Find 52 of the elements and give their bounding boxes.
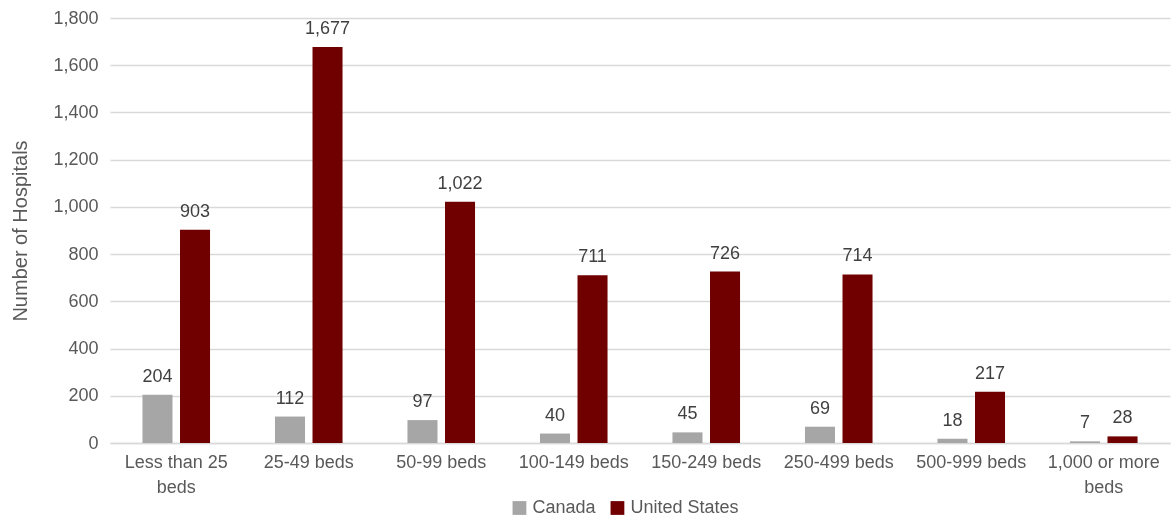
data-label: 903 xyxy=(180,200,211,221)
bar xyxy=(804,426,835,443)
bar xyxy=(1107,436,1138,443)
bar xyxy=(539,433,570,443)
data-label: 112 xyxy=(275,387,305,408)
bar xyxy=(577,275,608,443)
x-tick-label: 150-249 beds xyxy=(651,451,762,472)
bar xyxy=(842,274,873,443)
y-tick-label: 600 xyxy=(68,290,99,311)
data-label: 714 xyxy=(842,245,873,266)
bar xyxy=(274,416,305,443)
x-tick-label: 50-99 beds xyxy=(396,451,487,472)
x-tick-label: 100-149 beds xyxy=(518,451,629,472)
bar xyxy=(975,391,1006,443)
bar xyxy=(710,271,741,443)
y-tick-label: 1,600 xyxy=(53,54,99,75)
data-label: 40 xyxy=(544,404,565,425)
x-tick-label: 1,000 or more beds xyxy=(1047,451,1160,497)
bar xyxy=(445,201,476,443)
y-tick-label: 1,800 xyxy=(53,7,99,28)
y-tick-label: 0 xyxy=(88,432,99,453)
bar xyxy=(937,438,968,443)
data-label: 217 xyxy=(975,362,1006,383)
y-tick-label: 1,200 xyxy=(53,149,99,170)
x-tick-label: 250-499 beds xyxy=(783,451,894,472)
data-label: 18 xyxy=(942,409,963,430)
bar xyxy=(407,420,438,443)
y-tick-label: 400 xyxy=(68,338,99,359)
data-label: 1,677 xyxy=(305,18,351,39)
bar xyxy=(180,229,211,443)
bar xyxy=(672,432,703,443)
data-label: 726 xyxy=(710,242,741,263)
data-label: 7 xyxy=(1079,412,1090,433)
x-tick-label: 25-49 beds xyxy=(263,451,354,472)
y-tick-label: 1,000 xyxy=(53,196,99,217)
bar xyxy=(142,394,173,443)
x-tick-label: 500-999 beds xyxy=(916,451,1027,472)
bar xyxy=(312,47,343,443)
data-label: 69 xyxy=(809,397,830,418)
data-label: 711 xyxy=(578,246,607,267)
y-tick-label: 200 xyxy=(68,385,99,406)
legend-label: United States xyxy=(630,497,739,517)
data-label: 45 xyxy=(677,403,698,424)
x-tick-label: Less than 25 beds xyxy=(124,451,228,497)
data-label: 204 xyxy=(142,365,173,386)
y-tick-label: 800 xyxy=(68,243,99,264)
y-axis-title: Number of Hospitals xyxy=(9,140,32,322)
data-label: 28 xyxy=(1112,407,1133,428)
data-label: 1,022 xyxy=(437,172,483,193)
y-tick-label: 1,400 xyxy=(53,101,99,122)
data-label: 97 xyxy=(412,391,433,412)
legend-label: Canada xyxy=(532,497,597,517)
